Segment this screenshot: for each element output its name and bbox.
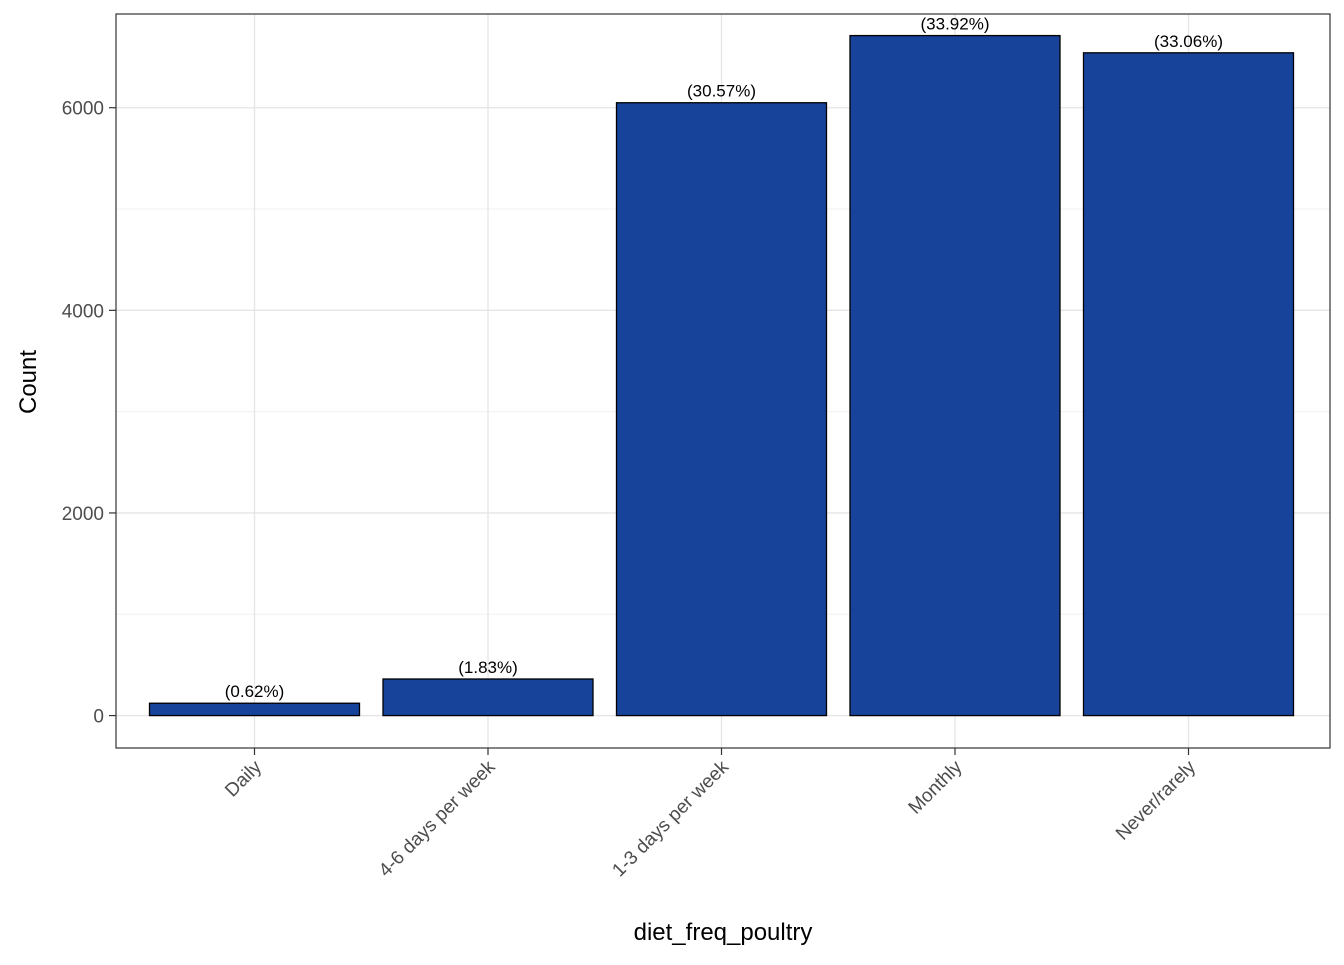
- x-tick-label: Monthly: [905, 756, 967, 818]
- bar-value-label: (33.92%): [921, 15, 990, 34]
- y-tick-label: 2000: [62, 504, 104, 525]
- bars: [148, 34, 1295, 717]
- y-tick-label: 6000: [62, 99, 104, 120]
- bar: [1082, 52, 1295, 717]
- bar-value-label: (1.83%): [458, 658, 518, 677]
- bar-value-label: (0.62%): [225, 682, 285, 701]
- x-tick-label: 1-3 days per week: [608, 756, 733, 881]
- bar: [615, 102, 828, 717]
- y-axis: 0 2000 4000 6000: [62, 99, 116, 728]
- bar-value-label: (30.57%): [687, 82, 756, 101]
- bar: [382, 678, 594, 717]
- x-axis: Daily 4-6 days per week 1-3 days per week M…: [221, 748, 1200, 881]
- bar-value-label: (33.06%): [1154, 32, 1223, 51]
- bar: [849, 34, 1061, 717]
- data-labels: (0.62%) (1.83%) (30.57%) (33.92%) (33.06%): [225, 15, 1223, 702]
- y-tick-label: 0: [93, 707, 104, 728]
- panel-border: [115, 13, 1331, 749]
- x-tick-label: 4-6 days per week: [375, 756, 500, 881]
- y-tick-label: 4000: [62, 301, 104, 322]
- x-tick-label: Daily: [221, 756, 266, 801]
- y-axis-title: Count: [15, 350, 42, 414]
- x-axis-title: diet_freq_poultry: [634, 919, 813, 946]
- bar: [148, 702, 361, 717]
- x-tick-label: Never/rarely: [1112, 756, 1200, 844]
